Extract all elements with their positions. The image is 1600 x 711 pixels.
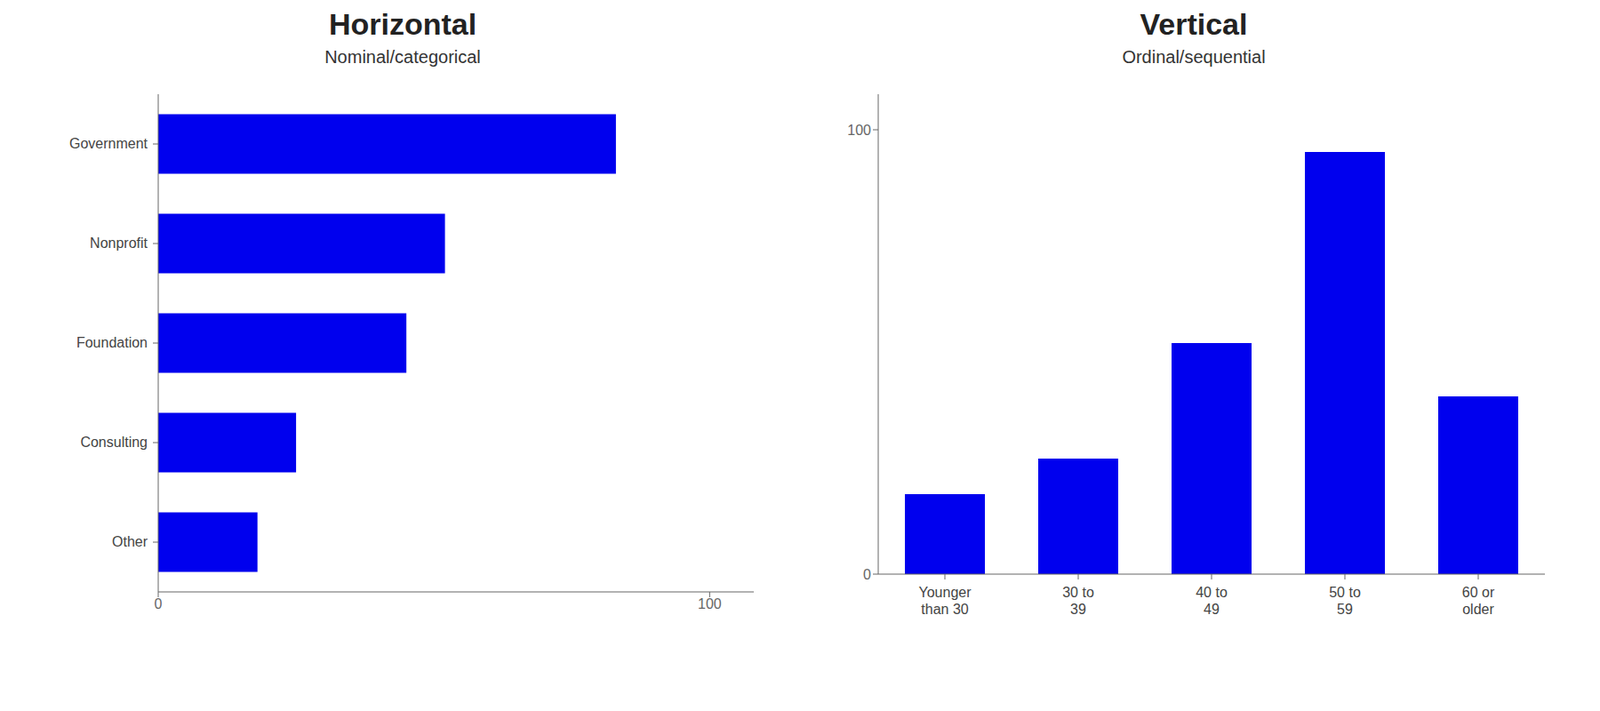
html-text:Ordinal/sequential: Ordinal/sequential xyxy=(1122,47,1266,67)
svg-text:Other: Other xyxy=(112,534,149,550)
svg-text:50 to59: 50 to59 xyxy=(1328,584,1361,617)
svg-text:40 to49: 40 to49 xyxy=(1195,584,1228,617)
svg-text:0: 0 xyxy=(863,567,872,583)
svg-text:Youngerthan 30: Youngerthan 30 xyxy=(918,584,972,617)
svg-text:100: 100 xyxy=(847,122,872,138)
svg-text:Foundation: Foundation xyxy=(76,335,148,351)
html-text:Vertical: Vertical xyxy=(1140,7,1248,41)
svg-text:30 to39: 30 to39 xyxy=(1062,584,1095,617)
svg-text:0: 0 xyxy=(154,596,163,612)
svg-text:Nonprofit: Nonprofit xyxy=(89,235,148,251)
svg-text:Consulting: Consulting xyxy=(80,434,148,450)
html-text:Horizontal: Horizontal xyxy=(328,7,477,41)
svg-text:60 orolder: 60 orolder xyxy=(1462,584,1496,617)
svg-text:100: 100 xyxy=(697,596,722,612)
svg-text:Government: Government xyxy=(69,136,149,152)
html-text:Nominal/categorical: Nominal/categorical xyxy=(324,47,481,67)
